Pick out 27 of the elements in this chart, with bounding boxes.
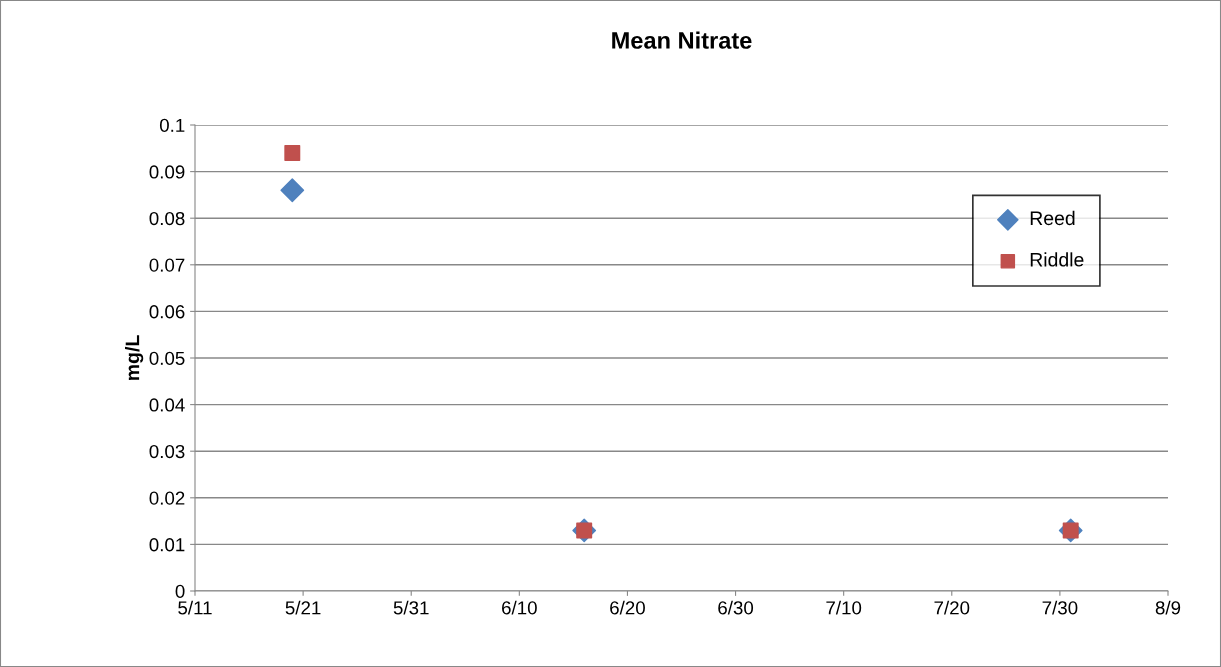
y-axis-title: mg/L xyxy=(125,335,144,380)
x-tick-label: 5/21 xyxy=(285,600,321,615)
x-tick-label: 7/30 xyxy=(1042,600,1078,615)
y-tick-label: 0.1 xyxy=(159,118,185,132)
x-tick-label: 6/30 xyxy=(718,600,754,615)
chart-title: Mean Nitrate xyxy=(612,31,752,49)
legend-label: Reed xyxy=(1030,210,1075,226)
y-tick-label: 0.02 xyxy=(149,491,185,505)
legend-label: Riddle xyxy=(1030,252,1084,267)
point xyxy=(280,178,305,203)
y-tick-label: 0.06 xyxy=(149,305,185,319)
x-tick-label: 5/31 xyxy=(393,600,429,615)
x-tick-label: 7/20 xyxy=(934,600,970,615)
y-tick-label: 0.01 xyxy=(149,538,185,552)
y-tick-label: 0.09 xyxy=(149,165,185,179)
y-tick-label: 0 xyxy=(175,584,185,598)
y-tick-label: 0.04 xyxy=(149,398,185,412)
point xyxy=(284,144,301,161)
y-tick-label: 0.05 xyxy=(149,351,185,365)
y-tick-label: 0.03 xyxy=(149,444,185,459)
x-tick-label: 6/20 xyxy=(610,600,645,615)
x-tick-label: 5/11 xyxy=(178,600,212,615)
x-tick-label: 8/9 xyxy=(1155,600,1181,615)
x-tick-label: 7/10 xyxy=(826,600,862,615)
y-tick-label: 0.08 xyxy=(149,211,185,226)
y-tick-label: 0.07 xyxy=(149,258,185,272)
x-tick-label: 6/10 xyxy=(502,600,537,615)
